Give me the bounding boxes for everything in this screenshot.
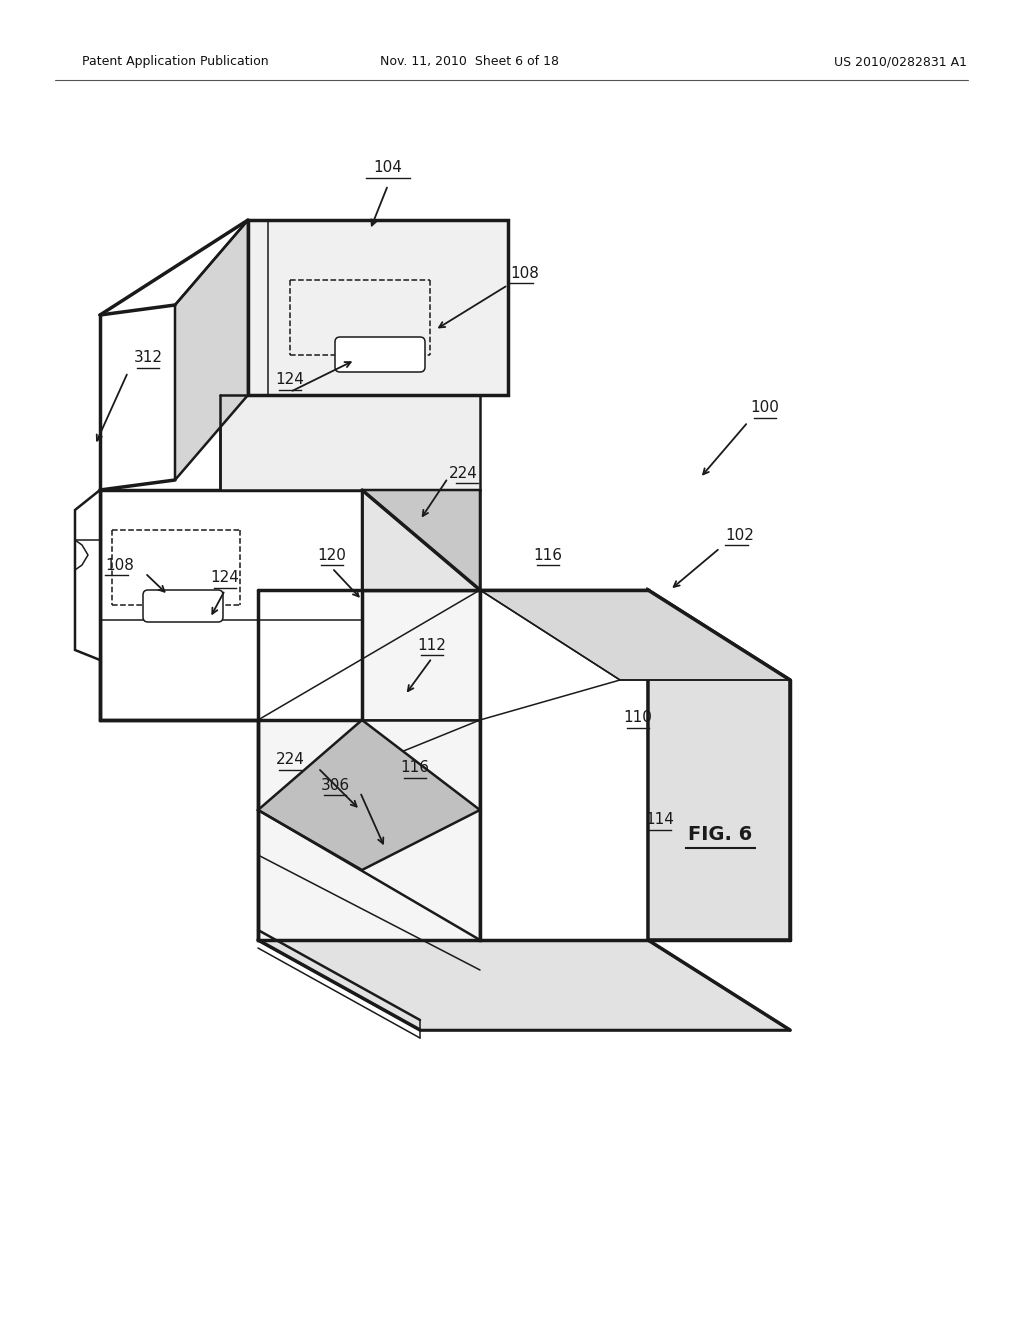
Text: 116: 116 [400,760,429,776]
Text: 104: 104 [374,161,402,176]
Text: 108: 108 [105,557,134,573]
Text: 108: 108 [510,265,539,281]
Text: 100: 100 [751,400,779,416]
Text: 116: 116 [534,548,562,562]
Text: 110: 110 [624,710,652,726]
Text: 102: 102 [725,528,754,543]
Text: 112: 112 [418,638,446,652]
Text: 306: 306 [321,777,349,792]
FancyBboxPatch shape [143,590,223,622]
Text: 224: 224 [275,752,304,767]
Polygon shape [220,395,480,490]
Text: Nov. 11, 2010  Sheet 6 of 18: Nov. 11, 2010 Sheet 6 of 18 [381,55,559,69]
Polygon shape [258,719,480,870]
Text: 224: 224 [450,466,478,480]
Text: 120: 120 [317,548,346,562]
Text: FIG. 6: FIG. 6 [688,825,752,845]
Text: 312: 312 [133,351,163,366]
FancyBboxPatch shape [335,337,425,372]
Polygon shape [258,940,790,1030]
Polygon shape [362,490,480,590]
Polygon shape [648,590,790,940]
Polygon shape [175,220,248,480]
Text: US 2010/0282831 A1: US 2010/0282831 A1 [834,55,967,69]
Polygon shape [258,590,480,940]
Text: 124: 124 [275,372,304,388]
Polygon shape [75,490,100,660]
Text: 124: 124 [211,570,240,586]
Text: Patent Application Publication: Patent Application Publication [82,55,268,69]
Polygon shape [100,490,362,719]
Polygon shape [480,590,790,680]
Text: 114: 114 [645,813,675,828]
Polygon shape [480,590,648,940]
Polygon shape [248,220,508,395]
Polygon shape [362,490,480,590]
